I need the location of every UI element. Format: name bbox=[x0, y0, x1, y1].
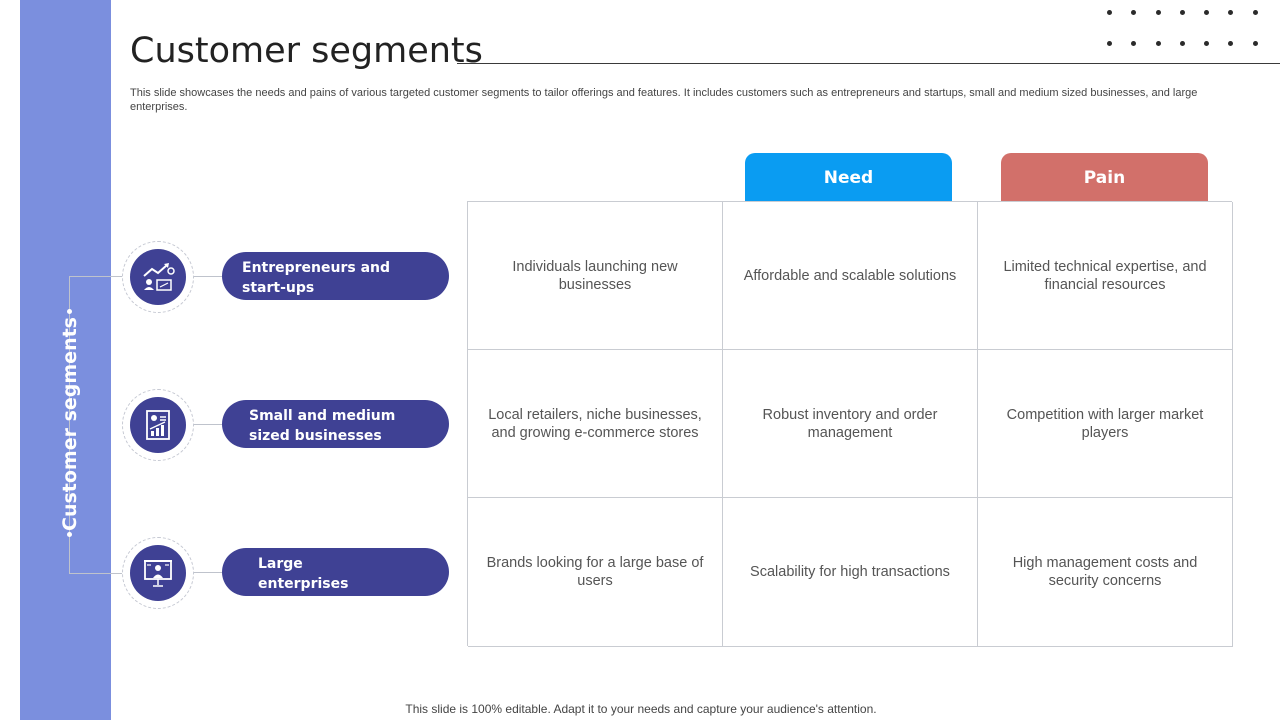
need-cell: Scalability for high transactions bbox=[723, 498, 978, 647]
need-cell: Robust inventory and order management bbox=[723, 350, 978, 498]
slide-description: This slide showcases the needs and pains… bbox=[130, 87, 1198, 113]
page-title: Customer segments bbox=[130, 31, 483, 71]
pain-cell: Limited technical expertise, and financi… bbox=[978, 202, 1233, 350]
growth-chart-icon bbox=[143, 263, 175, 291]
segment-description-cell: Individuals launching new businesses bbox=[468, 202, 723, 350]
segment-icon-circle bbox=[122, 241, 194, 313]
segment-connector bbox=[194, 276, 222, 277]
segment-connector bbox=[194, 572, 222, 573]
sidebar-dot-bottom bbox=[67, 532, 72, 537]
footer-note: This slide is 100% editable. Adapt it to… bbox=[405, 702, 877, 716]
segment-label-entrepreneurs: Entrepreneurs and start-ups bbox=[222, 252, 449, 300]
presentation-board-icon bbox=[144, 560, 172, 587]
pain-cell: Competition with larger market players bbox=[978, 350, 1233, 498]
sidebar-band bbox=[20, 0, 111, 720]
segment-icon-circle bbox=[122, 389, 194, 461]
segment-label-large-enterprises: Large enterprises bbox=[222, 548, 449, 596]
segments-table: Individuals launching new businesses Aff… bbox=[467, 201, 1233, 647]
sidebar-title: Customer segments bbox=[59, 317, 81, 531]
segment-description-cell: Brands looking for a large base of users bbox=[468, 498, 723, 647]
decorative-dot-grid bbox=[1107, 10, 1277, 46]
need-cell: Affordable and scalable solutions bbox=[723, 202, 978, 350]
business-report-icon bbox=[146, 410, 170, 440]
sidebar-dot-top bbox=[67, 309, 72, 314]
pain-column-header: Pain bbox=[1001, 153, 1208, 202]
segment-bracket bbox=[69, 276, 122, 574]
pain-cell: High management costs and security conce… bbox=[978, 498, 1233, 647]
segment-label-small-medium: Small and medium sized businesses bbox=[222, 400, 449, 448]
need-column-header: Need bbox=[745, 153, 952, 202]
segment-connector bbox=[194, 424, 222, 425]
segment-icon-circle bbox=[122, 537, 194, 609]
title-underline bbox=[457, 63, 1280, 64]
segment-description-cell: Local retailers, niche businesses, and g… bbox=[468, 350, 723, 498]
